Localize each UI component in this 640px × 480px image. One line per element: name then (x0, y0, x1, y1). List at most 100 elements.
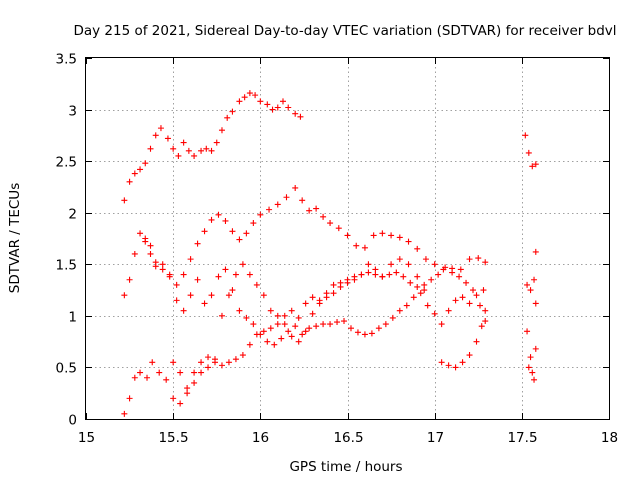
data-point (299, 331, 306, 338)
data-point (156, 369, 163, 376)
data-point (525, 149, 532, 156)
data-point (396, 307, 403, 314)
data-point (246, 341, 253, 348)
data-point (475, 255, 482, 262)
data-point (327, 220, 334, 227)
data-point (208, 292, 215, 299)
data-point (137, 369, 144, 376)
data-point (257, 331, 264, 338)
data-point (527, 354, 534, 361)
data-point (438, 359, 445, 366)
data-point (232, 356, 239, 363)
data-point (170, 359, 177, 366)
data-point (389, 314, 396, 321)
data-point (274, 312, 281, 319)
data-point (361, 331, 368, 338)
data-point (466, 300, 473, 307)
data-point (285, 104, 292, 111)
data-point (414, 273, 421, 280)
data-point (159, 261, 166, 268)
data-point (386, 271, 393, 278)
data-point (267, 307, 274, 314)
data-point (166, 273, 173, 280)
y-tick-label: 0.5 (56, 361, 77, 377)
data-point (281, 312, 288, 319)
data-point (482, 259, 489, 266)
y-tick-label: 2.5 (56, 155, 77, 171)
data-point (323, 294, 330, 301)
data-point (482, 318, 489, 325)
data-point (218, 127, 225, 134)
chart-title: Day 215 of 2021, Sidereal Day-to-day VTE… (73, 23, 616, 39)
data-point (285, 328, 292, 335)
data-point (379, 273, 386, 280)
data-point (327, 321, 334, 328)
data-point (531, 376, 538, 383)
data-point (170, 145, 177, 152)
data-point (177, 400, 184, 407)
data-point (482, 307, 489, 314)
data-point (218, 362, 225, 369)
data-point (191, 152, 198, 159)
data-point (243, 314, 250, 321)
data-point (421, 287, 428, 294)
data-point (278, 335, 285, 342)
data-point (213, 139, 220, 146)
data-point (459, 294, 466, 301)
data-point (224, 114, 231, 121)
x-tick-label: 15.5 (158, 430, 188, 446)
data-point (229, 108, 236, 115)
x-tick-label: 17 (427, 430, 444, 446)
data-point (194, 240, 201, 247)
data-point (274, 321, 281, 328)
data-point (292, 110, 299, 117)
data-point (126, 395, 133, 402)
data-point (239, 352, 246, 359)
data-point (257, 211, 264, 218)
data-point (239, 261, 246, 268)
series-track-2 (121, 184, 489, 299)
data-point (445, 307, 452, 314)
data-point (341, 318, 348, 325)
y-tick-label: 1 (68, 310, 77, 326)
data-point (313, 205, 320, 212)
x-tick-label: 15 (78, 430, 95, 446)
data-point (126, 178, 133, 185)
data-point (269, 106, 276, 113)
data-point (351, 273, 358, 280)
data-point (208, 216, 215, 223)
data-point (142, 160, 149, 167)
data-point (257, 98, 264, 105)
data-point (393, 269, 400, 276)
data-point (264, 338, 271, 345)
data-point (335, 225, 342, 232)
data-point (438, 321, 445, 328)
data-point (358, 271, 365, 278)
data-point (142, 238, 149, 245)
data-point (524, 328, 531, 335)
data-point (241, 94, 248, 101)
data-point (403, 302, 410, 309)
data-point (466, 256, 473, 263)
data-point (194, 276, 201, 283)
data-point (473, 338, 480, 345)
data-point (126, 276, 133, 283)
data-point (313, 323, 320, 330)
data-point (131, 170, 138, 177)
data-point (260, 328, 267, 335)
data-point (459, 359, 466, 366)
data-point (170, 395, 177, 402)
data-point (295, 338, 302, 345)
data-point (292, 323, 299, 330)
data-point (522, 132, 529, 139)
data-point (457, 266, 464, 273)
data-point (279, 98, 286, 105)
data-point (215, 211, 222, 218)
data-point (344, 232, 351, 239)
data-point (218, 312, 225, 319)
data-point (222, 266, 229, 273)
data-point (121, 410, 128, 417)
data-point (368, 330, 375, 337)
data-point (405, 261, 412, 268)
